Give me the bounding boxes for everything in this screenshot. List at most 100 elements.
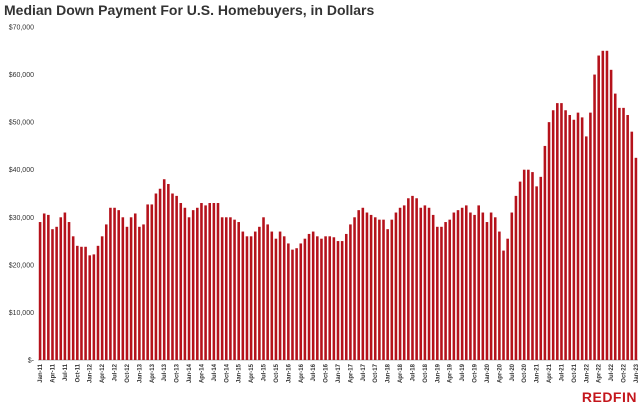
x-tick-label: Oct-21 xyxy=(572,363,578,382)
bar xyxy=(303,238,307,360)
bar xyxy=(373,217,377,360)
bar xyxy=(241,231,245,360)
bar xyxy=(609,69,613,360)
bar xyxy=(233,219,236,360)
bar xyxy=(580,117,584,360)
y-tick-label: $- xyxy=(28,358,35,365)
bar xyxy=(150,204,154,360)
bar xyxy=(47,214,50,360)
x-tick-label: Oct-20 xyxy=(522,363,528,382)
bar xyxy=(407,198,410,360)
bar xyxy=(208,203,212,360)
bar xyxy=(551,110,555,360)
x-tick-label: Jan-20 xyxy=(485,363,491,383)
x-tick-label: Jan-15 xyxy=(237,363,243,383)
bar xyxy=(212,203,216,360)
bar xyxy=(448,219,452,360)
bar xyxy=(113,207,116,360)
y-tick-label: $30,000 xyxy=(9,215,34,222)
x-tick-label: Jan-14 xyxy=(187,363,193,383)
bar xyxy=(423,205,427,360)
bar xyxy=(427,207,431,360)
bar xyxy=(229,217,232,360)
bar xyxy=(295,248,298,360)
x-tick-label: Jul-19 xyxy=(460,363,466,381)
bar xyxy=(179,203,183,360)
bar xyxy=(320,238,323,360)
x-tick-label: Jan-11 xyxy=(38,363,44,382)
bar xyxy=(158,188,162,360)
x-tick-label: Apr-21 xyxy=(547,363,553,383)
bar xyxy=(187,217,191,360)
x-tick-label: Jul-20 xyxy=(510,363,516,381)
bar xyxy=(92,254,96,360)
bar xyxy=(456,210,460,360)
bar xyxy=(452,212,456,360)
bar xyxy=(593,74,596,360)
bar xyxy=(460,207,464,360)
bar xyxy=(444,222,447,360)
x-tick-label: Apr-16 xyxy=(299,363,305,383)
x-tick-label: Jul-17 xyxy=(361,363,367,381)
bar xyxy=(344,233,348,360)
bar xyxy=(506,238,509,360)
bar xyxy=(274,238,278,360)
y-tick-label: $60,000 xyxy=(9,72,34,79)
bar xyxy=(378,219,381,360)
bar xyxy=(88,255,92,360)
bar xyxy=(527,169,530,360)
bar xyxy=(584,136,588,360)
bar xyxy=(568,115,572,360)
x-tick-label: Apr-22 xyxy=(597,363,603,383)
bar xyxy=(117,210,120,360)
x-tick-label: Apr-19 xyxy=(448,363,454,383)
bar xyxy=(196,207,199,360)
y-tick-label: $10,000 xyxy=(9,310,34,317)
bar xyxy=(270,231,274,360)
bar xyxy=(266,224,269,360)
bar xyxy=(55,226,58,360)
x-tick-label: Jan-22 xyxy=(584,363,590,383)
bar xyxy=(556,103,559,361)
bar xyxy=(622,107,625,361)
bar xyxy=(502,250,505,360)
bar xyxy=(576,112,580,360)
y-tick-label: $20,000 xyxy=(9,262,34,269)
bar xyxy=(481,212,485,360)
bar xyxy=(589,112,592,360)
bar xyxy=(440,226,443,360)
bar xyxy=(415,198,418,360)
bar xyxy=(498,231,501,360)
bar xyxy=(142,224,145,360)
bar xyxy=(291,249,294,360)
bar xyxy=(361,207,365,360)
redfin-logo: REDFIN xyxy=(581,389,637,405)
bar xyxy=(489,212,493,360)
bar xyxy=(146,204,149,360)
bar xyxy=(200,203,203,360)
bar xyxy=(249,236,253,360)
bar xyxy=(411,195,414,360)
bar xyxy=(287,243,290,360)
bar xyxy=(262,217,265,360)
bar xyxy=(125,226,129,360)
bar xyxy=(299,243,303,360)
bar xyxy=(282,236,286,360)
bar xyxy=(613,93,617,360)
x-tick-label: Apr-15 xyxy=(249,363,255,383)
bar xyxy=(42,213,46,360)
x-tick-label: Jul-11 xyxy=(63,363,69,381)
bar xyxy=(518,181,522,360)
bar xyxy=(382,219,385,360)
bar xyxy=(634,157,638,360)
bar xyxy=(564,110,567,360)
bar xyxy=(531,172,534,360)
x-tick-label: Jul-12 xyxy=(113,363,119,381)
bar xyxy=(324,236,327,360)
bar xyxy=(71,236,75,360)
bar xyxy=(121,217,125,360)
bar xyxy=(402,205,406,360)
x-tick-label: Jul-14 xyxy=(212,363,218,381)
bar xyxy=(237,222,240,360)
